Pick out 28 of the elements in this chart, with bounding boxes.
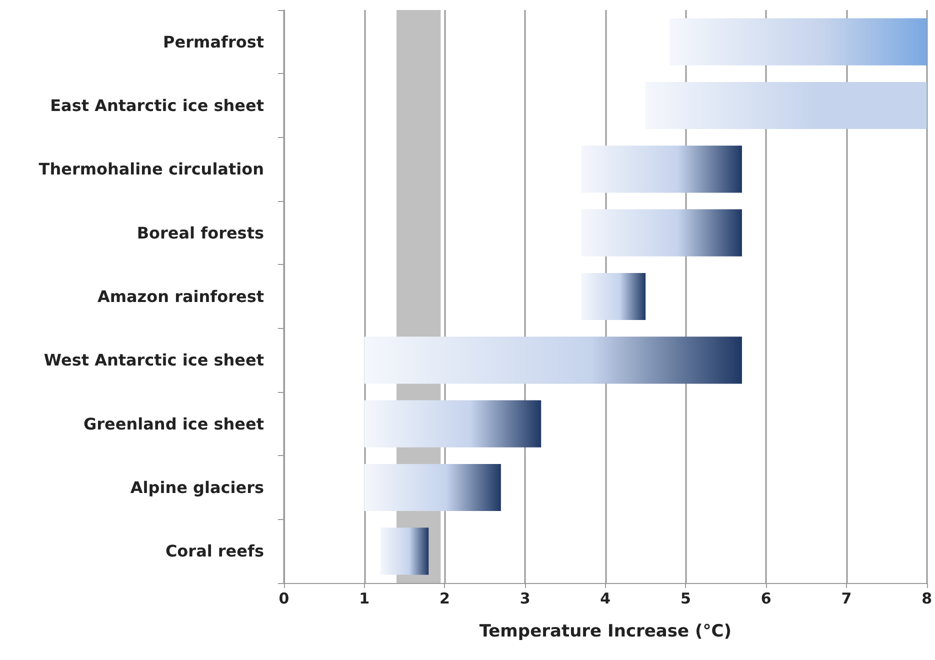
y-tick-label: Amazon rainforest bbox=[97, 287, 264, 306]
y-tick-label: Coral reefs bbox=[165, 542, 264, 561]
x-tick-label: 6 bbox=[760, 590, 772, 608]
x-tick-label: 1 bbox=[359, 590, 370, 608]
y-tick-label: Boreal forests bbox=[136, 223, 264, 242]
y-tick-label: East Antarctic ice sheet bbox=[50, 96, 264, 115]
y-tick-label: Alpine glaciers bbox=[130, 478, 264, 497]
x-tick-label: 7 bbox=[841, 590, 852, 608]
x-tick-label: 5 bbox=[680, 590, 691, 608]
bar bbox=[380, 528, 429, 575]
x-tick-label: 0 bbox=[278, 590, 290, 608]
bar bbox=[581, 146, 742, 193]
x-tick-label: 4 bbox=[600, 590, 611, 608]
y-tick-label: Greenland ice sheet bbox=[84, 414, 264, 434]
bar bbox=[646, 82, 927, 130]
y-tick-label: Thermohaline circulation bbox=[38, 160, 264, 179]
x-tick-label: 8 bbox=[922, 590, 932, 608]
bar bbox=[364, 336, 742, 384]
bar bbox=[581, 272, 646, 320]
x-axis-title: Temperature Increase (°C) bbox=[479, 622, 732, 642]
y-tick-label: West Antarctic ice sheet bbox=[44, 350, 264, 370]
x-tick-label: 3 bbox=[520, 590, 530, 608]
y-tick-label: Permafrost bbox=[163, 32, 264, 52]
bar bbox=[581, 209, 742, 256]
x-tick-label: 2 bbox=[439, 590, 450, 608]
bar bbox=[670, 18, 927, 66]
bar bbox=[364, 400, 542, 448]
bar bbox=[364, 464, 501, 512]
